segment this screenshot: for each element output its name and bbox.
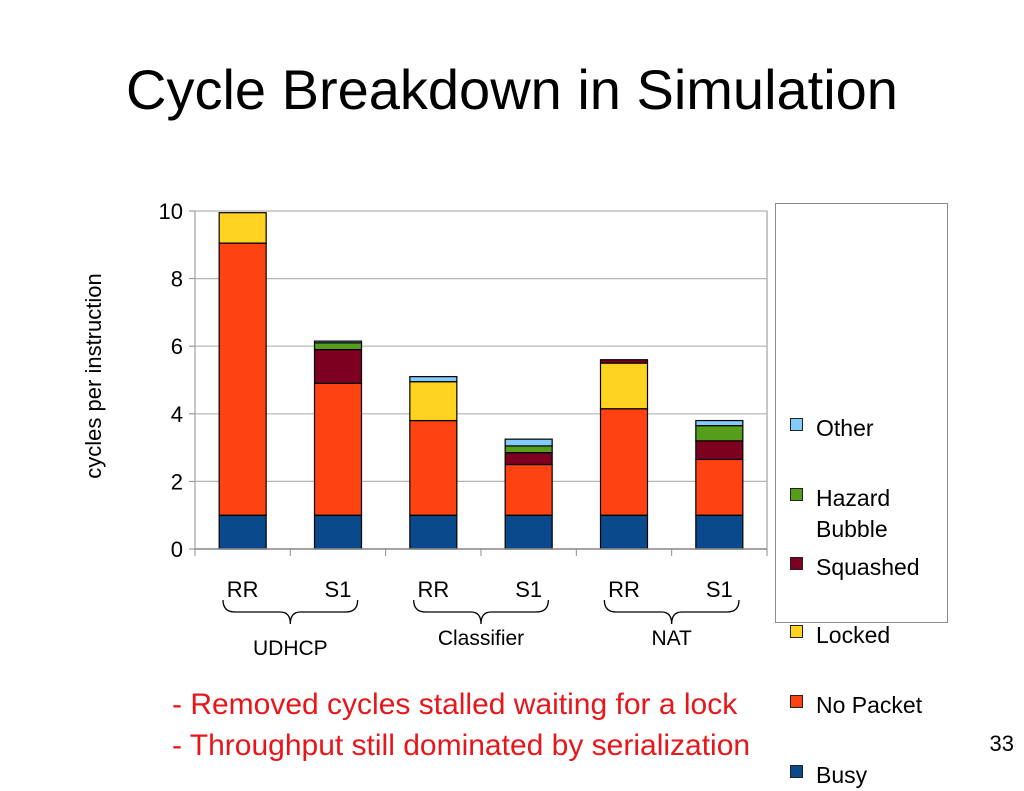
y-tick-label: 4 bbox=[171, 402, 183, 427]
legend-swatch-locked bbox=[790, 625, 803, 638]
x-tick-label: S1 bbox=[325, 577, 352, 602]
bar-segment-busy bbox=[504, 514, 553, 550]
y-tick-label: 6 bbox=[171, 334, 183, 359]
legend-swatch-squashed bbox=[790, 557, 803, 570]
x-tick-label: RR bbox=[417, 577, 449, 602]
bar-segment-no-packet bbox=[409, 419, 458, 516]
bar-segment-squashed bbox=[599, 359, 649, 364]
y-tick-label: 2 bbox=[171, 469, 183, 494]
bar-segment-other bbox=[409, 376, 458, 383]
legend-label-squashed: Squashed bbox=[816, 554, 920, 580]
bar-segment-locked bbox=[218, 212, 267, 244]
bar-segment-no-packet bbox=[599, 408, 649, 516]
group-brace bbox=[413, 599, 549, 625]
bar-segment-other bbox=[313, 340, 363, 344]
bar-segment-locked bbox=[409, 381, 458, 422]
slide-title: Cycle Breakdown in Simulation bbox=[126, 58, 898, 121]
group-label: Classifier bbox=[438, 627, 524, 650]
legend-swatch-busy bbox=[790, 765, 803, 778]
note-line: - Throughput still dominated by serializ… bbox=[172, 729, 751, 762]
x-tick-label: RR bbox=[227, 577, 259, 602]
x-tick-label: S1 bbox=[706, 577, 733, 602]
legend-swatch-other bbox=[790, 418, 803, 431]
bar-segment-hazard-bubble bbox=[504, 445, 553, 454]
stacked-bar-chart: 0 2 4 6 8 10 RR S1 RR S1 RR S1 UDHCP Classifier NAT cy… bbox=[81, 199, 768, 660]
chart-legend: Other Hazard Bubble Squashed Locked No P… bbox=[775, 203, 948, 788]
bar-segment-hazard-bubble bbox=[313, 342, 363, 351]
group-label: NAT bbox=[651, 627, 692, 650]
bar-segment-busy bbox=[409, 514, 458, 550]
bars bbox=[218, 212, 744, 550]
legend-label-other: Other bbox=[816, 415, 874, 441]
legend-label-no-packet: No Packet bbox=[816, 692, 923, 718]
bar-segment-no-packet bbox=[695, 458, 744, 516]
bar-segment-other bbox=[695, 419, 744, 427]
page-number: 33 bbox=[989, 731, 1014, 756]
slide-notes: - Removed cycles stalled waiting for a l… bbox=[172, 684, 750, 766]
legend-label-busy: Busy bbox=[816, 762, 868, 788]
bar-segment-busy bbox=[599, 514, 649, 550]
bar-segment-locked bbox=[599, 362, 649, 410]
legend-label-locked: Locked bbox=[816, 622, 891, 648]
group-label: UDHCP bbox=[253, 637, 328, 660]
gridlines bbox=[194, 210, 768, 550]
y-axis-label: cycles per instruction bbox=[81, 273, 106, 478]
plot-frame bbox=[194, 210, 768, 550]
bar-segment-busy bbox=[313, 514, 363, 550]
legend-swatch-no-packet bbox=[790, 695, 803, 708]
group-brace bbox=[603, 599, 740, 625]
x-tick-label: S1 bbox=[515, 577, 542, 602]
bar-segment-no-packet bbox=[218, 242, 267, 516]
bar-segment-squashed bbox=[695, 440, 744, 461]
bar-segment-other bbox=[504, 438, 553, 447]
legend-label-hazard-bubble: Hazard Bubble bbox=[816, 485, 891, 542]
bar-segment-hazard-bubble bbox=[695, 425, 744, 442]
bar-segment-busy bbox=[695, 514, 744, 550]
group-brace bbox=[222, 599, 359, 625]
y-tick-label: 8 bbox=[171, 267, 183, 292]
bar-segment-squashed bbox=[504, 452, 553, 466]
y-tick-label: 10 bbox=[159, 199, 183, 224]
bar-segment-squashed bbox=[313, 348, 363, 384]
y-tick-label: 0 bbox=[171, 537, 183, 562]
bar-segment-no-packet bbox=[313, 382, 363, 516]
x-tick-label: RR bbox=[608, 577, 640, 602]
axes: 0 2 4 6 8 10 RR S1 RR S1 RR S1 UDHCP Classifier NAT bbox=[159, 199, 768, 660]
bar-segment-busy bbox=[218, 514, 267, 550]
note-line: - Removed cycles stalled waiting for a l… bbox=[172, 688, 738, 721]
bar-segment-no-packet bbox=[504, 463, 553, 516]
legend-swatch-hazard-bubble bbox=[790, 488, 803, 501]
